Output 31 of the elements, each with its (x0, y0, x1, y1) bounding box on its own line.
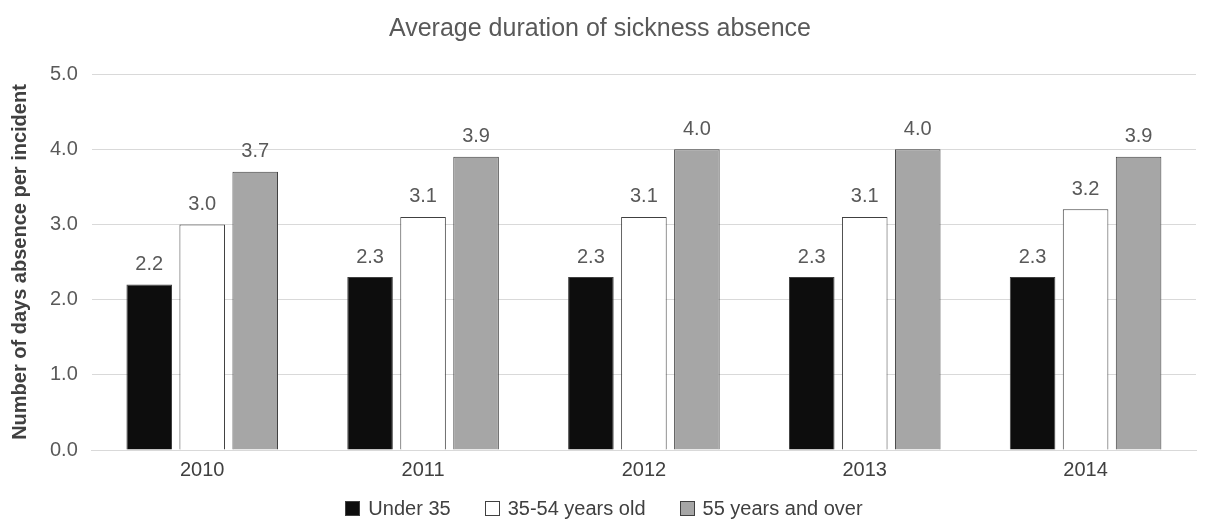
data-label: 2.3 (576, 244, 605, 267)
data-label: 3.1 (630, 184, 658, 207)
y-tick-label: 2.0 (49, 287, 78, 310)
data-label: 3.2 (1071, 176, 1100, 199)
data-label: 3.1 (850, 184, 879, 207)
y-axis-title: Number of days absence per incident (7, 83, 30, 440)
data-label: 3.9 (1124, 124, 1153, 147)
text: 35-54 years old (507, 497, 646, 520)
y-tick-label: 5.0 (49, 61, 78, 84)
data-label: 2.2 (135, 252, 164, 275)
data-label: 4.0 (683, 116, 711, 139)
data-label: 3.7 (241, 139, 270, 162)
x-tick-label: 2011 (401, 457, 445, 480)
x-tick-label: 2010 (179, 457, 225, 480)
legend-label: Under 35 (368, 497, 451, 520)
x-tick-label: 2012 (621, 457, 667, 480)
data-label: 2.3 (1018, 244, 1047, 267)
data-label: 2.3 (797, 244, 826, 267)
data-label: 4.0 (903, 116, 932, 139)
y-tick-label: 3.0 (49, 211, 78, 234)
y-tick-label: 4.0 (49, 136, 78, 159)
y-tick-label: 1.0 (49, 362, 78, 385)
data-label: 3.1 (409, 184, 437, 207)
x-tick-label: 2014 (1063, 457, 1108, 480)
data-label: 3.0 (188, 191, 217, 214)
data-label: 2.3 (356, 244, 384, 267)
data-label: 3.9 (462, 124, 490, 147)
x-tick-label: 2013 (842, 457, 887, 480)
y-tick-label: 0.0 (49, 437, 78, 460)
chart-title: Average duration of sickness absence (388, 12, 812, 41)
legend-label: 55 years and over (702, 497, 863, 520)
